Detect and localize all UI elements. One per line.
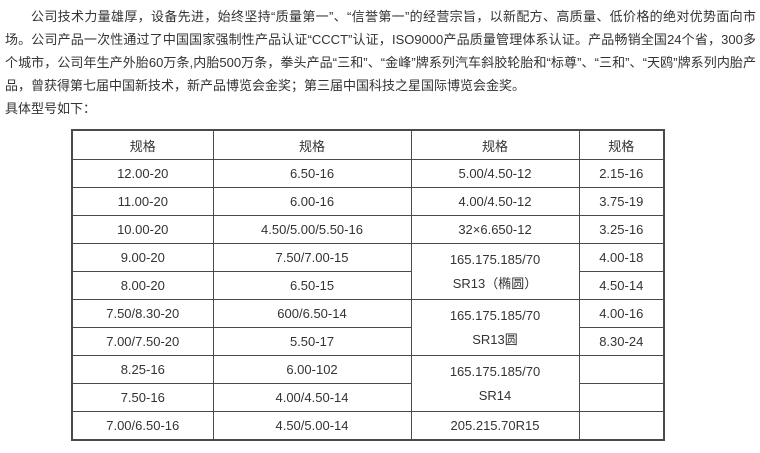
spec-cell: 4.50/5.00/5.50-16	[212, 215, 412, 244]
merged-spec-line1: 165.175.185/70	[449, 307, 541, 323]
spec-cell: 8.00-20	[71, 271, 214, 300]
spec-cell: 4.00/4.50-14	[212, 383, 412, 412]
merged-spec-cell: 165.175.185/70 SR14	[410, 355, 580, 412]
spec-cell: 205.215.70R15	[410, 411, 580, 441]
header-cell-spec-2: 规格	[212, 129, 412, 160]
header-cell-spec-4: 规格	[578, 129, 665, 160]
spec-cell: 3.75-19	[578, 187, 665, 216]
spec-cell: 7.50-16	[71, 383, 214, 412]
spec-cell: 7.00/7.50-20	[71, 327, 214, 356]
spec-cell-empty	[578, 383, 665, 412]
table-row: 8.00-20 6.50-15 4.50-14	[71, 271, 665, 300]
spec-cell: 4.00/4.50-12	[410, 187, 580, 216]
merged-spec-line2: SR13圆	[472, 331, 518, 347]
spec-cell: 4.00-18	[578, 243, 665, 272]
spec-cell: 7.50/7.00-15	[212, 243, 412, 272]
table-row: 7.00/6.50-16 4.50/5.00-14 205.215.70R15	[71, 411, 665, 441]
merged-spec-line2: SR14	[478, 387, 512, 403]
spec-cell: 7.50/8.30-20	[71, 299, 214, 328]
table-row: 7.50/8.30-20 600/6.50-14 165.175.185/70 …	[71, 299, 665, 356]
spec-cell: 6.50-15	[212, 271, 412, 300]
spec-cell: 4.00-16	[578, 299, 665, 328]
spec-cell: 4.50-14	[578, 271, 665, 300]
table-header-row: 规格 规格 规格 规格	[71, 129, 665, 160]
header-cell-spec-1: 规格	[71, 129, 214, 160]
merged-spec-cell: 165.175.185/70 SR13（椭圆）	[410, 243, 580, 300]
table-row: 9.00-20 7.50/7.00-15 165.175.185/70 SR13…	[71, 243, 665, 300]
spec-cell: 6.00-102	[212, 355, 412, 384]
table-row: 7.50-16 4.00/4.50-14	[71, 383, 665, 412]
table-row: 10.00-20 4.50/5.00/5.50-16 32×6.650-12 3…	[71, 215, 665, 244]
merged-spec-line1: 165.175.185/70	[449, 251, 541, 267]
spec-cell: 2.15-16	[578, 159, 665, 188]
spec-cell: 12.00-20	[71, 159, 214, 188]
merged-spec-cell: 165.175.185/70 SR13圆	[410, 299, 580, 356]
table-row: 7.00/7.50-20 5.50-17 8.30-24	[71, 327, 665, 356]
spec-cell-empty	[578, 355, 665, 384]
spec-cell: 32×6.650-12	[410, 215, 580, 244]
spec-cell: 9.00-20	[71, 243, 214, 272]
spec-cell: 7.00/6.50-16	[71, 411, 214, 441]
table-row: 8.25-16 6.00-102 165.175.185/70 SR14	[71, 355, 665, 412]
spec-cell: 6.50-16	[212, 159, 412, 188]
spec-cell: 600/6.50-14	[212, 299, 412, 328]
table-row: 12.00-20 6.50-16 5.00/4.50-12 2.15-16	[71, 159, 665, 188]
spec-cell-empty	[578, 411, 665, 441]
table-row: 11.00-20 6.00-16 4.00/4.50-12 3.75-19	[71, 187, 665, 216]
intro-paragraph: 公司技术力量雄厚，设备先进，始终坚持“质量第一”、“信誉第一”的经营宗旨，以新配…	[5, 9, 756, 93]
table-caption: 具体型号如下：	[5, 101, 97, 116]
spec-cell: 10.00-20	[71, 215, 214, 244]
spec-cell: 8.25-16	[71, 355, 214, 384]
spec-cell: 5.50-17	[212, 327, 412, 356]
header-cell-spec-3: 规格	[410, 129, 580, 160]
tire-spec-table: 规格 规格 规格 规格 12.00-20 6.50-16 5.00/4.50-1…	[71, 129, 665, 441]
merged-spec-line2: SR13（椭圆）	[452, 275, 538, 291]
spec-cell: 3.25-16	[578, 215, 665, 244]
spec-cell: 5.00/4.50-12	[410, 159, 580, 188]
spec-cell: 8.30-24	[578, 327, 665, 356]
spec-cell: 11.00-20	[71, 187, 214, 216]
merged-spec-line1: 165.175.185/70	[449, 363, 541, 379]
spec-cell: 4.50/5.00-14	[212, 411, 412, 441]
spec-cell: 6.00-16	[212, 187, 412, 216]
